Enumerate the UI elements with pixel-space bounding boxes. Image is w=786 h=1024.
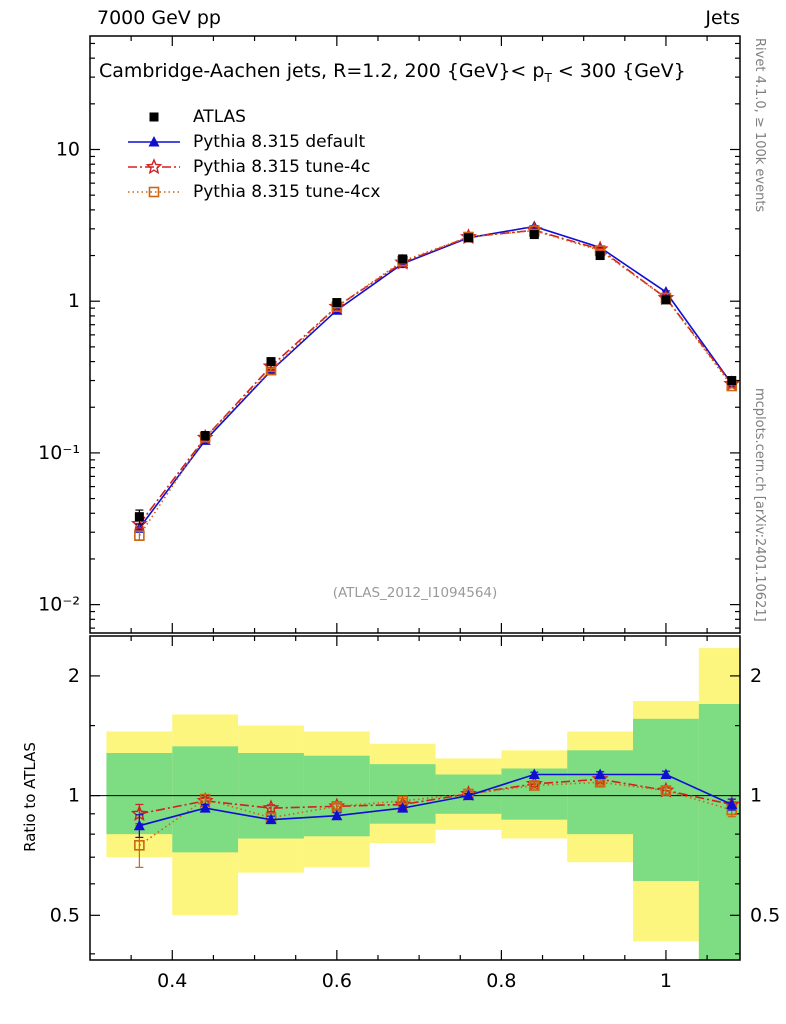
svg-text:0.5: 0.5: [750, 904, 780, 926]
analysis-id-watermark: (ATLAS_2012_I1094564): [332, 585, 498, 601]
svg-text:2: 2: [750, 665, 762, 687]
legend: ATLAS Pythia 8.315 default Pythia 8.315 tu…: [126, 104, 380, 204]
svg-text:10⁻²: 10⁻²: [38, 594, 80, 616]
ratio-axis-label: Ratio to ATLAS: [21, 742, 39, 852]
svg-text:0.8: 0.8: [486, 970, 516, 992]
ratio-series-pythia-8-315-default: [133, 768, 738, 839]
svg-text:10⁻¹: 10⁻¹: [38, 442, 80, 464]
star-open-legend-icon: [128, 157, 180, 174]
legend-item-atlas: ATLAS: [126, 104, 380, 129]
main-series-atlas: [134, 230, 737, 525]
svg-text:1: 1: [68, 785, 80, 807]
square-filled-legend-icon: [149, 112, 159, 121]
plot-title-post: < 300 {GeV}: [551, 60, 686, 82]
legend-label: Pythia 8.315 tune-4c: [193, 156, 371, 177]
legend-item-pythia-8-315-default: Pythia 8.315 default: [126, 129, 380, 154]
main-series-pythia-8-315-default: [133, 220, 738, 533]
legend-label: Pythia 8.315 default: [193, 131, 366, 152]
rivet-version-note: Rivet 4.1.0, ≥ 100k events: [752, 38, 767, 213]
svg-text:1: 1: [68, 290, 80, 312]
legend-item-pythia-8-315-tune-4cx: Pythia 8.315 tune-4cx: [126, 179, 380, 204]
legend-label: ATLAS: [193, 106, 246, 127]
main-series-pythia-8-315-tune-4c: [130, 221, 740, 532]
plot-title-subscript: T: [544, 71, 552, 85]
triangle-filled-legend-icon: [128, 135, 180, 146]
svg-text:1: 1: [660, 970, 672, 992]
svg-text:0.5: 0.5: [50, 904, 80, 926]
svg-text:0.6: 0.6: [322, 970, 352, 992]
legend-item-pythia-8-315-tune-4c: Pythia 8.315 tune-4c: [126, 154, 380, 179]
legend-label: Pythia 8.315 tune-4cx: [193, 181, 381, 202]
main-series-pythia-8-315-tune-4cx: [134, 225, 738, 542]
mcplots-arxiv-note: mcplots.cern.ch [arXiv:2401.10621]: [752, 388, 767, 622]
beam-energy-label: 7000 GeV pp: [97, 7, 221, 29]
analysis-group-label: Jets: [705, 7, 740, 29]
plot-title-pre: Cambridge-Aachen jets, R=1.2, 200 {GeV}<…: [99, 60, 545, 82]
svg-text:10: 10: [56, 139, 80, 161]
ratio-series-group: [130, 768, 740, 868]
svg-text:0.4: 0.4: [157, 970, 187, 992]
plot-title: Cambridge-Aachen jets, R=1.2, 200 {GeV}<…: [99, 60, 739, 85]
svg-text:1: 1: [750, 785, 762, 807]
svg-text:2: 2: [68, 665, 80, 687]
square-open-legend-icon: [128, 186, 180, 197]
main-series-group: [130, 220, 740, 542]
